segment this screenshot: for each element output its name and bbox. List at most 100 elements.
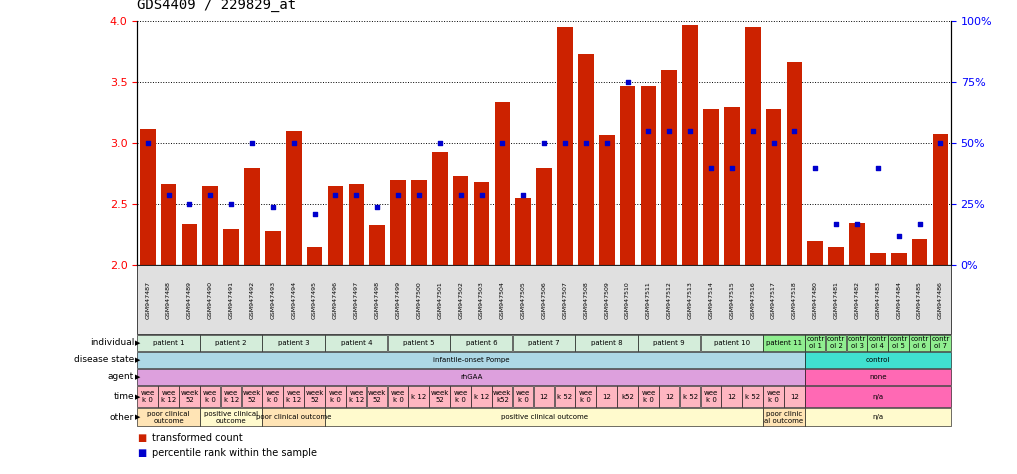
Text: 12: 12 — [727, 393, 736, 400]
Point — [619, 79, 636, 86]
Text: GSM947498: GSM947498 — [374, 281, 379, 319]
Point — [161, 191, 177, 199]
Bar — [494, 102, 511, 265]
Text: GSM947491: GSM947491 — [229, 281, 234, 319]
Text: k 12: k 12 — [474, 393, 489, 400]
Text: ▶: ▶ — [135, 393, 140, 400]
Text: wee
k 12: wee k 12 — [224, 390, 239, 403]
Bar — [474, 182, 489, 265]
Text: time: time — [114, 392, 134, 401]
Text: k 52: k 52 — [745, 393, 761, 400]
Text: patient 5: patient 5 — [403, 340, 434, 346]
Text: ▶: ▶ — [135, 374, 140, 380]
Text: patient 2: patient 2 — [216, 340, 247, 346]
Bar — [871, 253, 886, 265]
Text: GSM947510: GSM947510 — [625, 281, 631, 319]
Bar — [786, 62, 802, 265]
Point — [139, 140, 156, 147]
Point — [431, 140, 447, 147]
Bar — [432, 152, 447, 265]
Text: week
52: week 52 — [180, 390, 198, 403]
Point — [703, 164, 719, 172]
Text: GSM947508: GSM947508 — [584, 281, 588, 319]
Bar — [140, 129, 156, 265]
Text: GSM947486: GSM947486 — [938, 281, 943, 319]
Text: GSM947485: GSM947485 — [917, 281, 922, 319]
Text: patient 10: patient 10 — [714, 340, 750, 346]
Text: wee
k 0: wee k 0 — [203, 390, 218, 403]
Point — [599, 140, 615, 147]
Point — [933, 140, 949, 147]
Text: GSM947487: GSM947487 — [145, 281, 151, 319]
Text: contr
ol 7: contr ol 7 — [932, 336, 950, 349]
Text: ▶: ▶ — [135, 357, 140, 363]
Text: GSM947507: GSM947507 — [562, 281, 567, 319]
Bar — [766, 109, 781, 265]
Bar — [557, 27, 573, 265]
Point — [786, 128, 802, 135]
Bar — [807, 241, 823, 265]
Text: 12: 12 — [665, 393, 673, 400]
Text: poor clinical
outcome: poor clinical outcome — [147, 410, 190, 424]
Bar — [849, 223, 864, 265]
Text: k 52: k 52 — [557, 393, 573, 400]
Point — [661, 128, 677, 135]
Point — [641, 128, 657, 135]
Text: individual: individual — [89, 338, 134, 347]
Bar — [703, 109, 719, 265]
Text: GSM947493: GSM947493 — [271, 281, 276, 319]
Text: positive clinical
outcome: positive clinical outcome — [204, 410, 258, 424]
Text: wee
k 0: wee k 0 — [391, 390, 405, 403]
Bar — [912, 238, 928, 265]
Text: 12: 12 — [790, 393, 799, 400]
Text: patient 11: patient 11 — [766, 340, 802, 346]
Text: wee
k 0: wee k 0 — [140, 390, 155, 403]
Text: other: other — [110, 413, 134, 422]
Text: GSM947490: GSM947490 — [207, 281, 213, 319]
Text: k52: k52 — [621, 393, 634, 400]
Text: GSM947500: GSM947500 — [416, 281, 421, 319]
Bar — [536, 168, 552, 265]
Point — [807, 164, 824, 172]
Text: k 12: k 12 — [411, 393, 426, 400]
Bar — [224, 229, 239, 265]
Text: GSM947499: GSM947499 — [396, 281, 401, 319]
Text: GSM947502: GSM947502 — [458, 281, 463, 319]
Text: GSM947501: GSM947501 — [437, 281, 442, 319]
Text: wee
k 12: wee k 12 — [349, 390, 364, 403]
Point — [286, 140, 302, 147]
Point — [536, 140, 552, 147]
Text: patient 3: patient 3 — [278, 340, 309, 346]
Text: wee
k 0: wee k 0 — [767, 390, 781, 403]
Bar — [641, 86, 656, 265]
Text: GSM947483: GSM947483 — [876, 281, 881, 319]
Point — [369, 203, 385, 210]
Text: week
52: week 52 — [368, 390, 386, 403]
Point — [202, 191, 219, 199]
Point — [744, 128, 761, 135]
Text: patient 6: patient 6 — [466, 340, 497, 346]
Text: wee
k 12: wee k 12 — [286, 390, 301, 403]
Point — [557, 140, 574, 147]
Text: GDS4409 / 229829_at: GDS4409 / 229829_at — [137, 0, 296, 12]
Point — [870, 164, 886, 172]
Bar — [661, 70, 677, 265]
Point — [244, 140, 260, 147]
Bar — [891, 253, 906, 265]
Text: contr
ol 1: contr ol 1 — [806, 336, 825, 349]
Point — [223, 201, 239, 208]
Text: contr
ol 6: contr ol 6 — [910, 336, 929, 349]
Text: GSM947480: GSM947480 — [813, 281, 818, 319]
Point — [327, 191, 344, 199]
Text: wee
k 0: wee k 0 — [642, 390, 656, 403]
Text: GSM947509: GSM947509 — [604, 281, 609, 319]
Text: GSM947517: GSM947517 — [771, 281, 776, 319]
Bar — [182, 224, 197, 265]
Point — [473, 191, 489, 199]
Bar — [327, 186, 344, 265]
Text: GSM947484: GSM947484 — [896, 281, 901, 319]
Bar — [724, 107, 739, 265]
Point — [849, 220, 865, 228]
Bar — [286, 131, 302, 265]
Text: contr
ol 2: contr ol 2 — [827, 336, 845, 349]
